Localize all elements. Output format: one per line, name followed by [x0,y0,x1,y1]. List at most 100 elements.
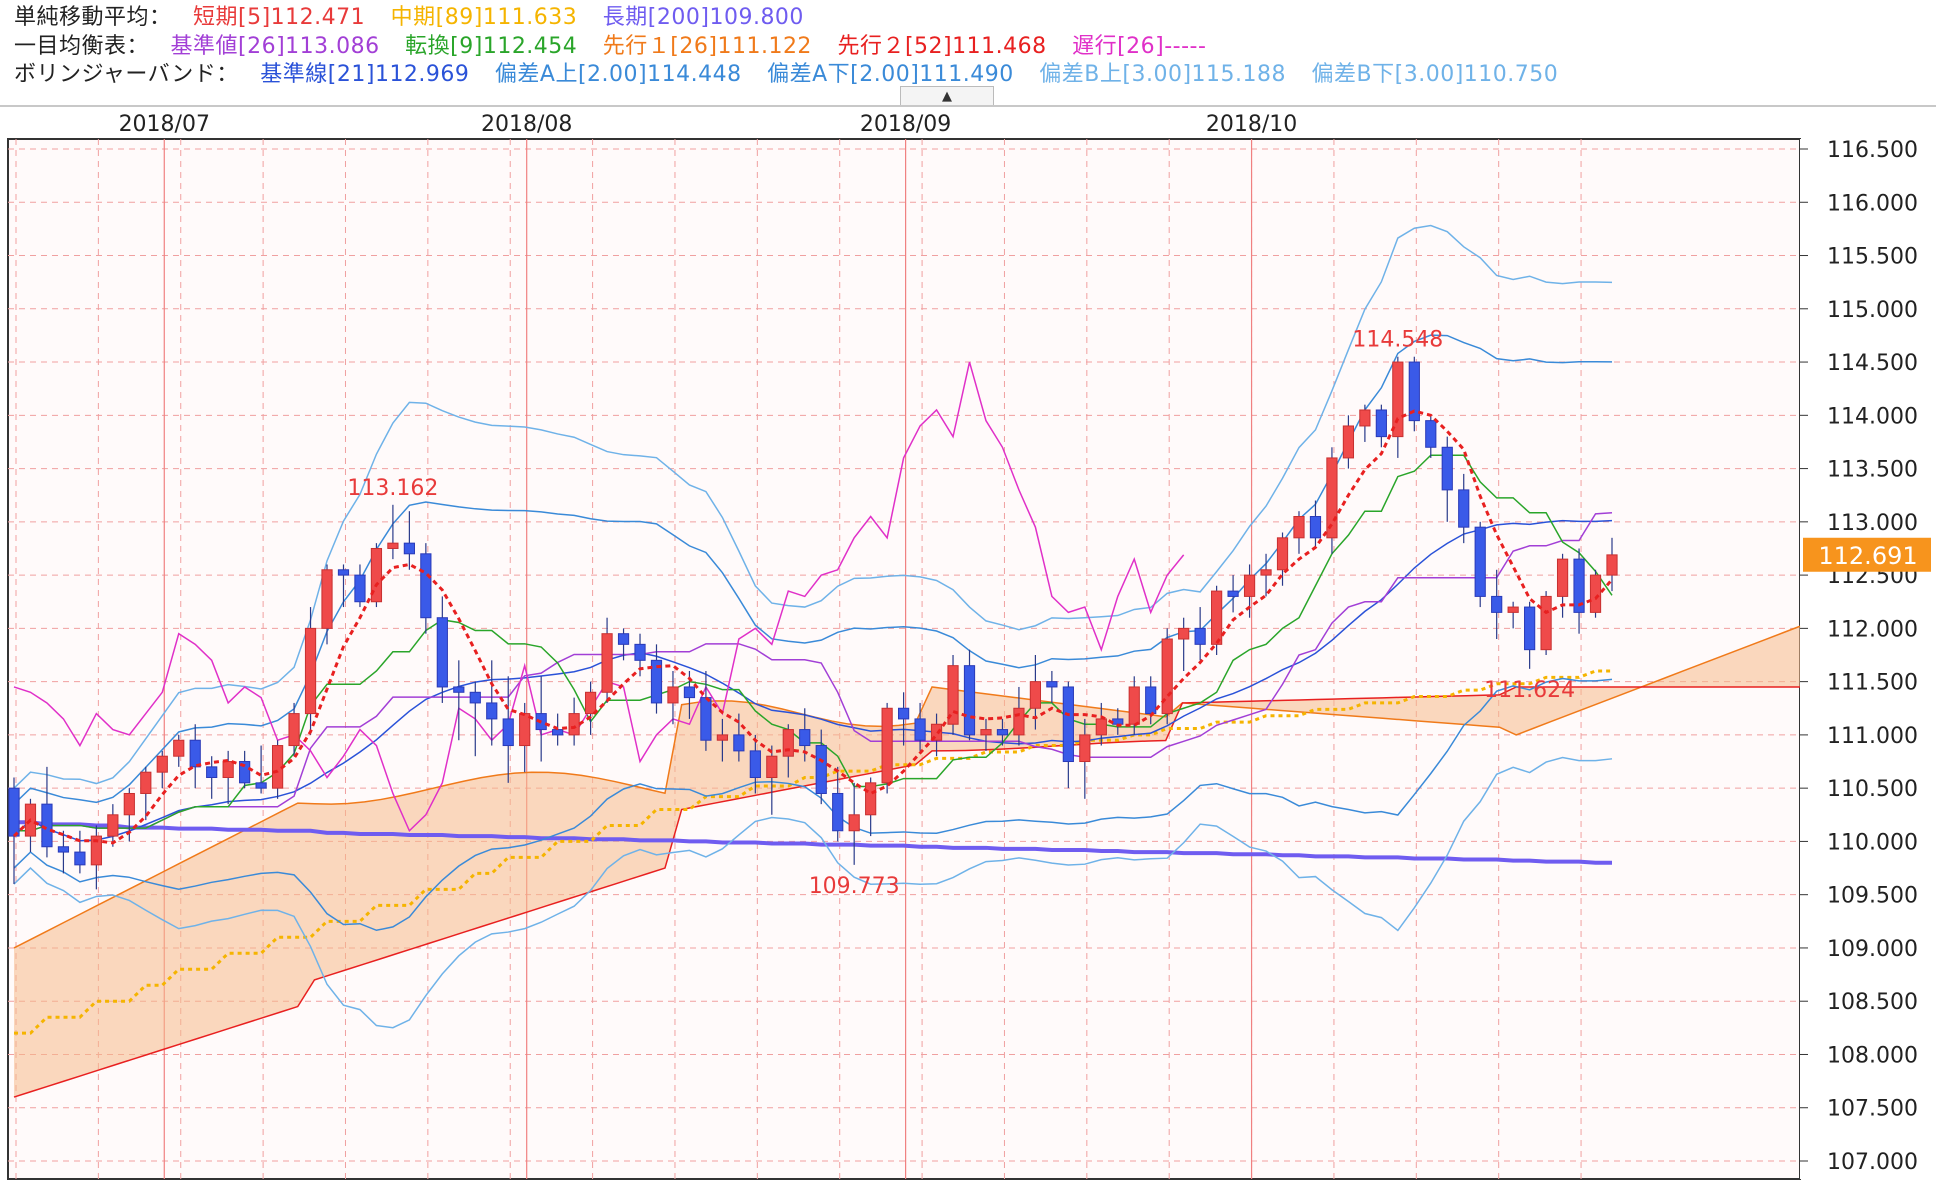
month-label: 2018/08 [481,112,572,137]
price-annotation: 113.162 [347,476,438,501]
candle-body [140,771,152,794]
candle-body [222,761,234,779]
candle-body [1441,446,1453,491]
candle-body [90,835,102,866]
y-tick-label: 108.000 [1827,1043,1918,1068]
ichimoku-senkou1-value: 先行１[26]111.122 [602,34,812,59]
sma-legend-row: 単純移動平均： 短期[5]112.471 中期[89]111.633 長期[20… [14,3,822,33]
candle-body [1145,686,1157,715]
candle-body [1013,707,1025,736]
candle-body [914,718,926,741]
legend-divider [0,105,1936,107]
chikou-line [13,361,1185,833]
candle-body [1326,457,1338,539]
plot-area [7,138,1801,1180]
candle-body [1276,537,1289,571]
kijun-line [14,512,1613,832]
candle-body [1524,606,1536,651]
candle-body [304,627,317,715]
candle-body [996,729,1009,736]
senkou-span-a-line [13,625,1801,949]
candle-body [1227,590,1239,597]
candle-body [8,787,20,837]
candle-body [1491,595,1503,613]
ichimoku-cloud [14,626,1800,1098]
candle-body [387,542,399,549]
bollinger-label: ボリンジャーバンド： [14,62,239,87]
y-tick-label: 114.500 [1827,351,1918,376]
price-annotation: 114.548 [1352,328,1443,353]
candle-body [815,745,827,794]
candle-body [486,702,498,720]
sma-long-value: 長期[200]109.800 [602,5,804,30]
bollinger-lower3-value: 偏差B下[3.00]110.750 [1311,62,1559,87]
candle-body [1375,409,1387,438]
candle-body [436,617,448,688]
candlestick-chart[interactable]: 116.500 116.000 115.500 115.000 114.500 114.0… [0,107,1936,1186]
candle-body [1458,489,1470,528]
month-label: 2018/10 [1206,112,1297,137]
y-tick-label: 115.500 [1827,245,1918,270]
candle-body [881,707,893,784]
candle-body [1046,681,1058,688]
candle-body [1589,574,1602,613]
candle-body [1359,409,1371,427]
candle-body [930,723,943,741]
candle-body [667,686,679,704]
y-tick-label: 114.000 [1827,404,1918,429]
ichimoku-label: 一目均衡表： [14,34,150,59]
y-tick-label: 113.500 [1827,458,1918,483]
candle-body [1556,558,1569,597]
candle-body [963,665,976,736]
candle-body [733,734,745,752]
candle-body [568,713,580,736]
candle-body [1079,734,1091,763]
candle-body [782,729,794,757]
candle-body [206,766,218,779]
candle-body [74,851,86,866]
y-tick-label: 111.000 [1827,724,1918,749]
y-tick-label: 107.500 [1827,1097,1918,1122]
candle-body [403,542,415,555]
bollinger-legend-row: ボリンジャーバンド： 基準線[21]112.969 偏差A上[2.00]114.… [14,60,1576,90]
sma-label: 単純移動平均： [14,5,172,30]
indicator-legend: 単純移動平均： 短期[5]112.471 中期[89]111.633 長期[20… [0,0,1936,110]
bollinger-lower3-line [13,756,1613,1029]
y-tick-label: 109.500 [1827,884,1918,909]
price-axis-area [1800,139,1936,1179]
bollinger-mid-value: 基準線[21]112.969 [260,62,470,87]
candle-body [634,643,646,661]
ichimoku-tenkan-value: 転換[9]112.454 [405,34,578,59]
y-tick-label: 113.000 [1827,511,1918,536]
collapse-up-icon: ▲ [942,89,952,104]
y-tick-label: 115.000 [1827,298,1918,323]
candle-body [1573,558,1585,613]
price-annotation: 109.773 [809,874,900,899]
candle-body [519,713,531,747]
candle-body [123,792,135,816]
y-tick-label: 110.000 [1827,830,1918,855]
ichimoku-senkou2-value: 先行２[52]111.468 [837,34,1047,59]
candle-body [1425,420,1437,448]
candle-body [650,659,663,704]
price-annotation: 111.624 [1484,678,1575,703]
bollinger-lower2-line [13,677,1613,932]
candle-body [832,792,844,832]
candle-body [239,761,251,784]
y-tick-label: 110.500 [1827,777,1918,802]
sma-long-line [14,820,1612,865]
bollinger-mid-line [13,519,1613,842]
candle-body [156,755,168,773]
collapse-legend-button[interactable]: ▲ [900,86,994,107]
candle-body [683,686,696,699]
candle-body [1507,606,1519,613]
candle-body [947,665,959,725]
candle-body [1161,638,1173,715]
candle-body [1095,718,1107,736]
ichimoku-legend-row: 一目均衡表： 基準値[26]113.086 転換[9]112.454 先行１[2… [14,32,1224,62]
y-tick-label: 109.000 [1827,937,1918,962]
candle-body [848,814,860,832]
candle-body [1392,361,1404,438]
candle-body [1540,595,1552,651]
candle-body [980,729,992,736]
